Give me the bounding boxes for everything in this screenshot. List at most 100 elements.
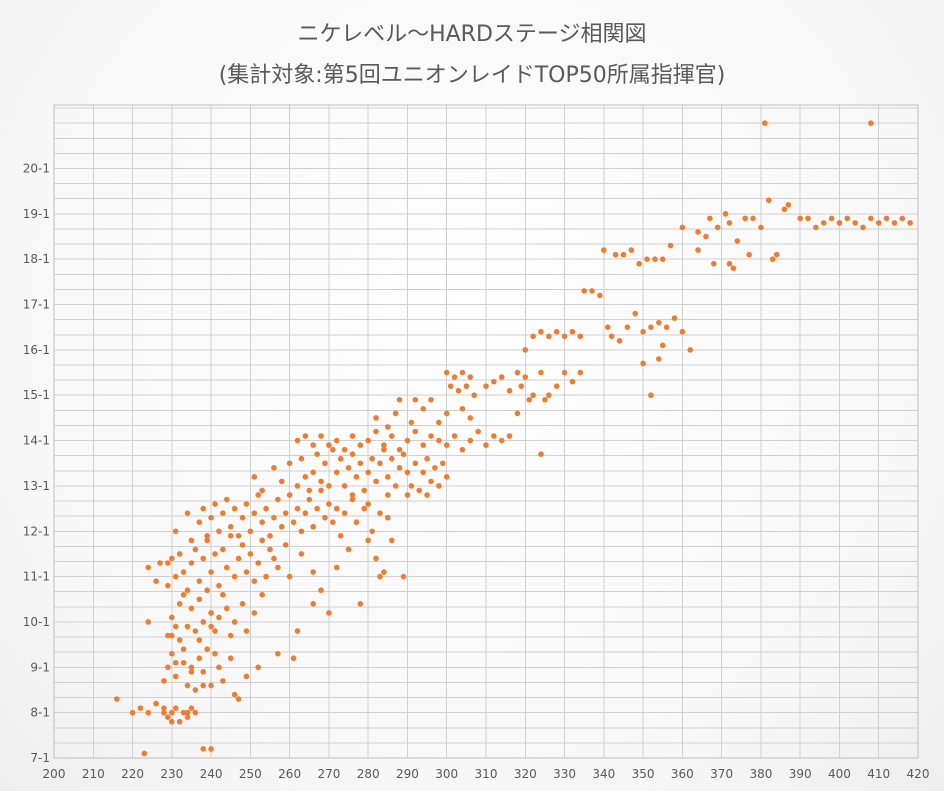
data-point — [491, 433, 497, 439]
data-point — [420, 406, 426, 412]
data-point — [526, 396, 532, 403]
x-tick-label: 390 — [789, 767, 812, 781]
data-point — [604, 324, 611, 331]
data-point — [416, 487, 423, 494]
data-point — [220, 510, 226, 516]
data-point — [432, 464, 438, 471]
data-point — [196, 637, 203, 643]
data-point — [172, 705, 179, 711]
x-tick-label: 200 — [43, 767, 66, 781]
data-point — [192, 687, 199, 693]
data-point — [365, 501, 371, 507]
data-point — [161, 705, 167, 711]
data-point — [212, 551, 218, 557]
data-point — [251, 610, 258, 616]
data-point — [227, 655, 234, 662]
data-point — [455, 387, 462, 394]
data-point — [388, 455, 395, 462]
data-point — [278, 478, 285, 485]
data-point — [267, 532, 273, 539]
data-point — [200, 682, 207, 689]
data-point — [707, 215, 713, 222]
data-point — [907, 220, 913, 226]
data-point — [196, 519, 203, 525]
data-point — [459, 446, 466, 453]
data-point — [298, 551, 305, 557]
data-point — [589, 288, 595, 294]
data-point — [381, 442, 387, 448]
data-point — [165, 582, 171, 589]
data-point — [259, 487, 265, 494]
data-point — [165, 664, 171, 671]
y-tick-label: 15-1 — [23, 388, 50, 402]
data-point — [491, 378, 497, 385]
data-point — [373, 428, 379, 435]
data-point — [522, 347, 529, 353]
data-point — [310, 601, 317, 607]
data-point — [781, 206, 788, 213]
data-point — [785, 201, 792, 208]
data-point — [231, 505, 238, 512]
data-point — [385, 514, 391, 521]
data-point — [216, 582, 222, 589]
data-point — [306, 487, 313, 494]
data-point — [153, 578, 159, 584]
data-point — [345, 464, 352, 471]
data-point — [467, 437, 474, 444]
x-tick-label: 250 — [239, 767, 262, 781]
x-tick-label: 260 — [278, 767, 301, 781]
data-point — [333, 505, 340, 512]
data-point — [542, 396, 548, 403]
data-point — [443, 474, 450, 480]
data-point — [216, 614, 222, 621]
data-point — [357, 601, 364, 607]
data-point — [436, 437, 442, 444]
data-point — [188, 605, 195, 612]
data-point — [498, 437, 505, 444]
data-point — [184, 709, 191, 716]
data-point — [196, 596, 203, 603]
data-point — [361, 505, 368, 512]
data-point — [200, 555, 207, 562]
data-point — [636, 260, 642, 267]
data-point — [302, 510, 309, 516]
data-point — [243, 501, 250, 507]
data-point — [231, 573, 238, 580]
chart-subtitle: (集計対象:第5回ユニオンレイドTOP50所属指揮官) — [219, 63, 726, 88]
data-point — [169, 709, 175, 716]
data-point — [373, 415, 379, 421]
data-point — [310, 469, 317, 476]
data-point — [330, 446, 336, 453]
data-point — [656, 319, 662, 326]
data-point — [275, 650, 281, 657]
data-point — [377, 460, 383, 467]
data-point — [220, 678, 226, 684]
data-point — [333, 437, 340, 444]
data-point — [255, 560, 262, 566]
data-point — [208, 746, 214, 752]
data-point — [192, 546, 199, 553]
data-point — [318, 478, 324, 485]
data-point — [428, 478, 434, 485]
data-point — [310, 442, 317, 448]
data-point — [294, 628, 301, 634]
y-tick-label: 19-1 — [23, 207, 50, 221]
data-point — [161, 709, 167, 716]
data-point — [310, 523, 317, 530]
data-point — [239, 542, 246, 548]
data-point — [687, 347, 694, 353]
data-point — [172, 528, 179, 535]
data-point — [145, 619, 152, 625]
data-point — [326, 483, 332, 489]
data-point — [820, 220, 827, 226]
data-point — [286, 573, 293, 580]
data-point — [180, 591, 187, 598]
data-point — [200, 619, 207, 625]
plot-area — [53, 104, 919, 759]
x-tick-label: 340 — [592, 767, 615, 781]
y-tick-label: 18-1 — [23, 252, 50, 266]
data-point — [227, 523, 234, 530]
data-point — [212, 501, 218, 507]
data-point — [388, 433, 395, 439]
